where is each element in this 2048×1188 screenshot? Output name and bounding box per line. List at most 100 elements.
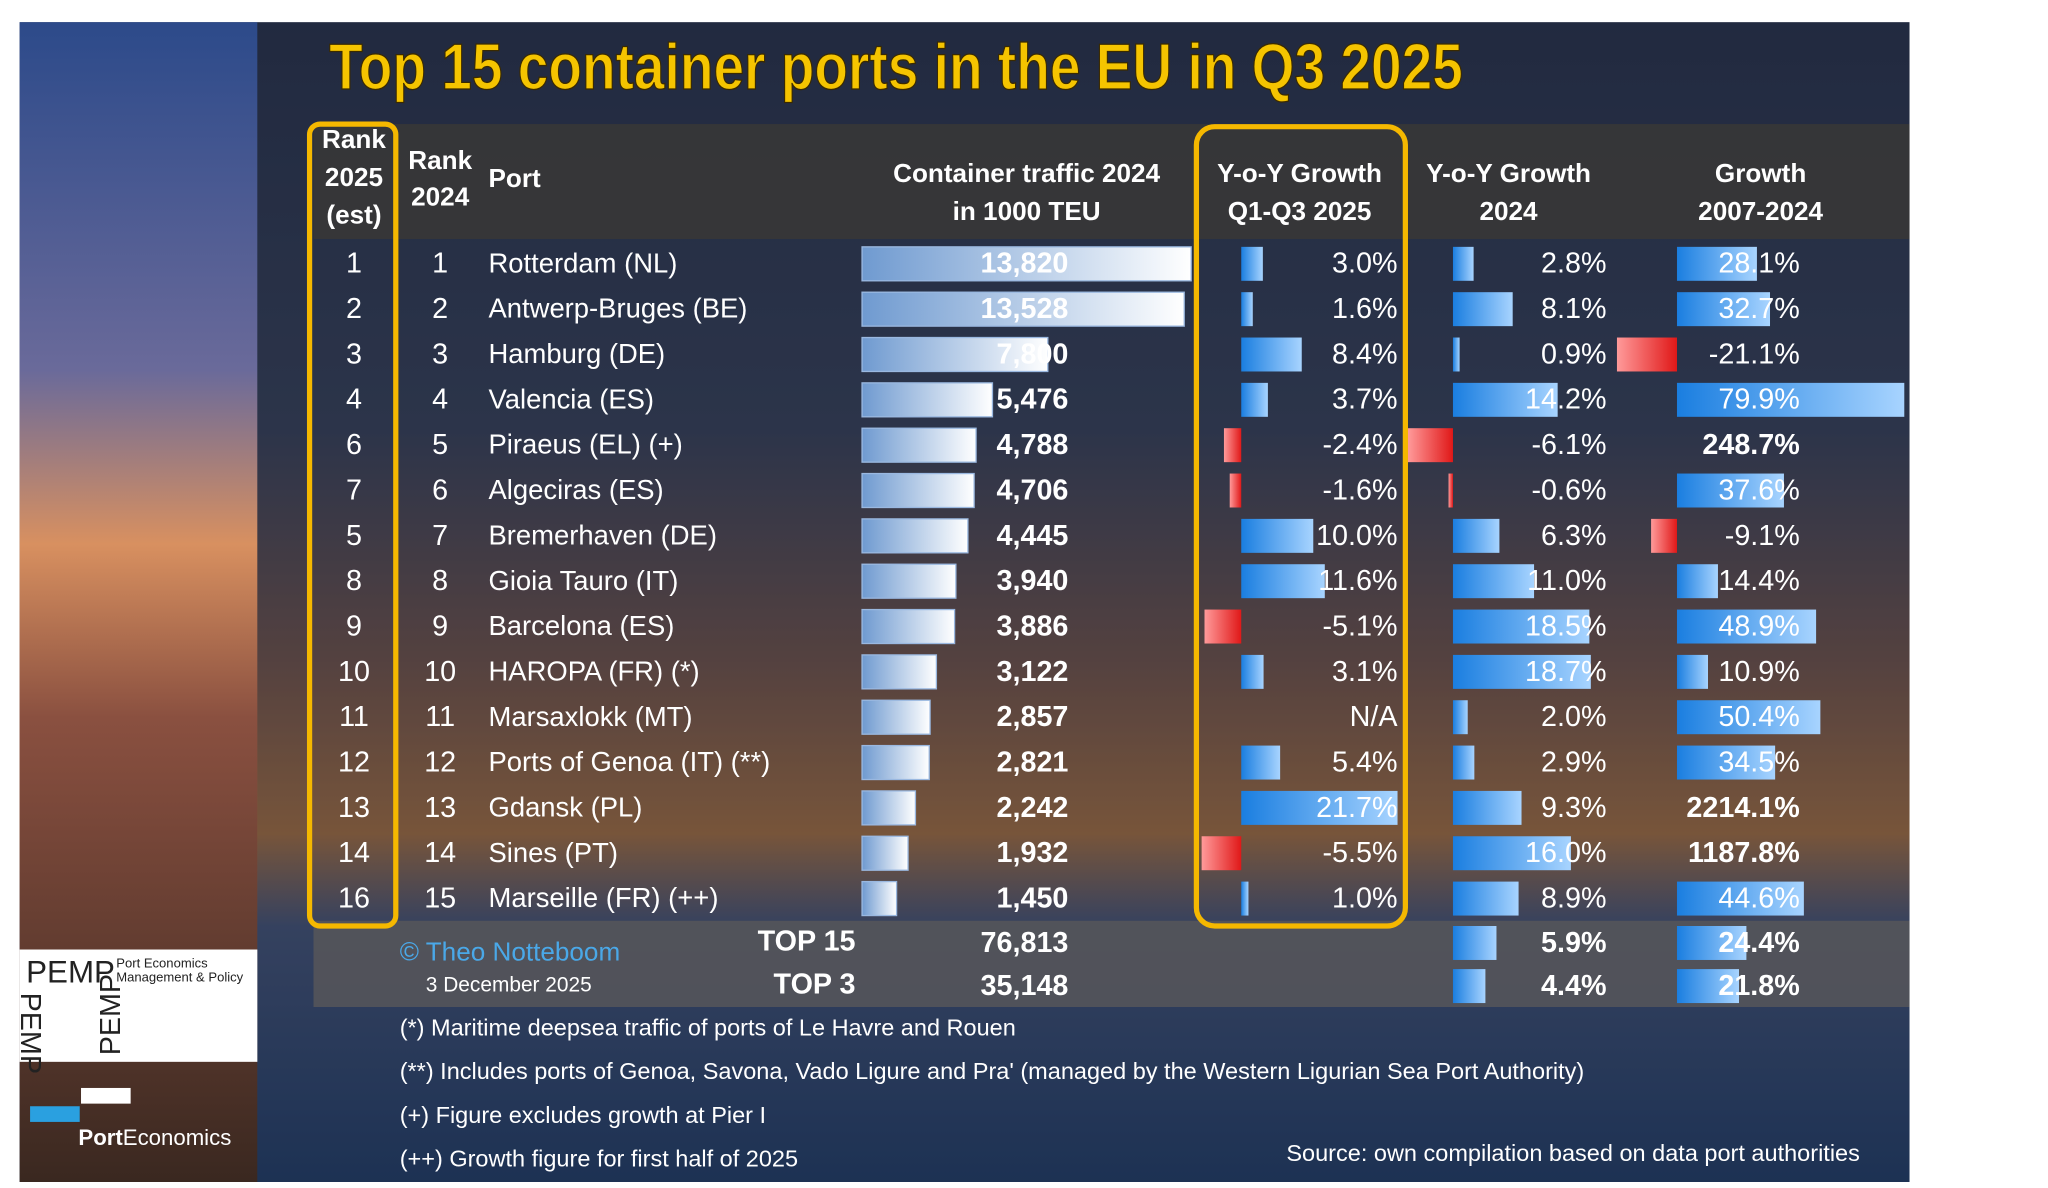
logo-pemp-rotated: PEMP bbox=[14, 993, 46, 1074]
data-bar bbox=[1201, 836, 1242, 871]
rank-2024: 8 bbox=[432, 565, 448, 597]
cell-value: 0.9% bbox=[1541, 338, 1606, 370]
port-name: Antwerp-Bruges (BE) bbox=[489, 293, 748, 324]
cell-value: 4,788 bbox=[997, 429, 1069, 461]
cell-value: 2,821 bbox=[997, 746, 1069, 778]
data-bar bbox=[1676, 609, 1817, 644]
logo-bar bbox=[30, 1106, 80, 1122]
rank-2024: 2 bbox=[432, 293, 448, 325]
logo-tagline: Management & Policy bbox=[116, 970, 243, 985]
logo-box bbox=[19, 949, 258, 1062]
footnote: (*) Maritime deepsea traffic of ports of… bbox=[400, 1014, 1016, 1040]
column-header: 2025 bbox=[325, 162, 383, 192]
data-bar bbox=[1452, 700, 1468, 735]
cell-value: 32.7% bbox=[1718, 293, 1799, 325]
data-bar bbox=[1241, 337, 1302, 372]
cell-value: 79.9% bbox=[1718, 384, 1799, 416]
cell-value: 37.6% bbox=[1718, 474, 1799, 506]
cell-value: 7,800 bbox=[997, 338, 1069, 370]
source: Source: own compilation based on data po… bbox=[1286, 1140, 1860, 1166]
rank-2025: 4 bbox=[346, 384, 362, 416]
data-bar bbox=[861, 654, 938, 690]
cell-value: N/A bbox=[1350, 701, 1399, 733]
logo-tagline: Port Economics bbox=[116, 955, 208, 970]
data-bar bbox=[1448, 473, 1453, 508]
rank-2024: 9 bbox=[432, 610, 448, 642]
data-bar bbox=[1676, 564, 1718, 599]
cell-value: 18.5% bbox=[1525, 610, 1606, 642]
rank-2025: 7 bbox=[346, 474, 362, 506]
cell-value: 14.4% bbox=[1718, 565, 1799, 597]
data-bar bbox=[1452, 654, 1591, 689]
footnote: (**) Includes ports of Genoa, Savona, Va… bbox=[400, 1058, 1585, 1084]
rank-2025: 14 bbox=[338, 837, 370, 869]
data-bar bbox=[1452, 246, 1474, 281]
column-header: (est) bbox=[326, 200, 381, 230]
data-bar bbox=[1241, 881, 1249, 916]
logo-bar bbox=[81, 1087, 131, 1104]
data-bar bbox=[861, 790, 917, 826]
rank-2024: 12 bbox=[424, 746, 456, 778]
data-bar bbox=[1241, 745, 1281, 780]
cell-value: 2,242 bbox=[997, 792, 1069, 824]
data-bar bbox=[1452, 790, 1522, 825]
rank-2024: 1 bbox=[432, 248, 448, 280]
rank-2024: 13 bbox=[424, 792, 456, 824]
rank-2025: 5 bbox=[346, 520, 362, 552]
growth-frame bbox=[1193, 124, 1408, 929]
cell-value: 5.4% bbox=[1332, 746, 1397, 778]
column-header: Rank bbox=[322, 124, 386, 154]
data-bar bbox=[1676, 926, 1747, 960]
data-bar bbox=[1452, 836, 1571, 871]
data-bar bbox=[1452, 609, 1590, 644]
data-bar bbox=[1676, 246, 1757, 281]
cell-value: 28.1% bbox=[1718, 248, 1799, 280]
rank-2025: 3 bbox=[346, 338, 362, 370]
data-bar bbox=[1452, 564, 1535, 599]
rank-2025: 10 bbox=[338, 656, 370, 688]
cell-value: 3,940 bbox=[997, 565, 1069, 597]
total-label: TOP 3 bbox=[774, 969, 856, 1001]
data-bar bbox=[861, 291, 1185, 327]
cell-value: 1187.8% bbox=[1688, 837, 1800, 869]
logo-brand: PortEconomics bbox=[78, 1125, 231, 1150]
data-bar bbox=[861, 427, 977, 463]
cell-value: 3.0% bbox=[1332, 248, 1397, 280]
port-name: Gioia Tauro (IT) bbox=[489, 565, 679, 596]
cell-value: 1,450 bbox=[997, 882, 1069, 914]
column-header: 2024 bbox=[1480, 196, 1539, 226]
cell-value: 3.1% bbox=[1332, 656, 1397, 688]
data-bar bbox=[1241, 382, 1268, 417]
column-header: Container traffic 2024 bbox=[893, 158, 1160, 188]
cell-value: 13,820 bbox=[981, 248, 1069, 280]
data-bar bbox=[1241, 292, 1253, 327]
cell-value: 8.4% bbox=[1332, 338, 1397, 370]
cell-value: 1,932 bbox=[997, 837, 1069, 869]
data-bar bbox=[1204, 609, 1242, 644]
data-bar bbox=[1651, 518, 1677, 553]
total-label: TOP 15 bbox=[758, 926, 856, 958]
data-bar bbox=[1241, 790, 1398, 825]
data-bar bbox=[1676, 473, 1784, 508]
cell-value: -2.4% bbox=[1323, 429, 1398, 461]
cell-value: 16.0% bbox=[1525, 837, 1606, 869]
column-header: in 1000 TEU bbox=[953, 196, 1101, 226]
port-name: Rotterdam (NL) bbox=[489, 247, 678, 278]
cell-value: -5.5% bbox=[1323, 837, 1398, 869]
rank-2024: 11 bbox=[425, 701, 455, 733]
logo-pemp-rotated: PEMP bbox=[95, 974, 127, 1055]
cell-value: -5.1% bbox=[1323, 610, 1398, 642]
port-name: Marsaxlokk (MT) bbox=[489, 701, 693, 732]
data-bar bbox=[1241, 564, 1325, 599]
cell-value: 11.0% bbox=[1527, 565, 1606, 597]
rank-frame bbox=[306, 121, 399, 929]
data-bar bbox=[1452, 926, 1497, 960]
cell-value: 5.9% bbox=[1541, 927, 1606, 959]
data-bar bbox=[1452, 382, 1558, 417]
rank-2024: 6 bbox=[432, 474, 448, 506]
footnote: (+) Figure excludes growth at Pier I bbox=[400, 1102, 766, 1128]
data-bar bbox=[1616, 337, 1677, 372]
footnote: (++) Growth figure for first half of 202… bbox=[400, 1146, 798, 1172]
logo-brand-economics: Economics bbox=[123, 1125, 232, 1150]
cell-value: -9.1% bbox=[1725, 520, 1800, 552]
